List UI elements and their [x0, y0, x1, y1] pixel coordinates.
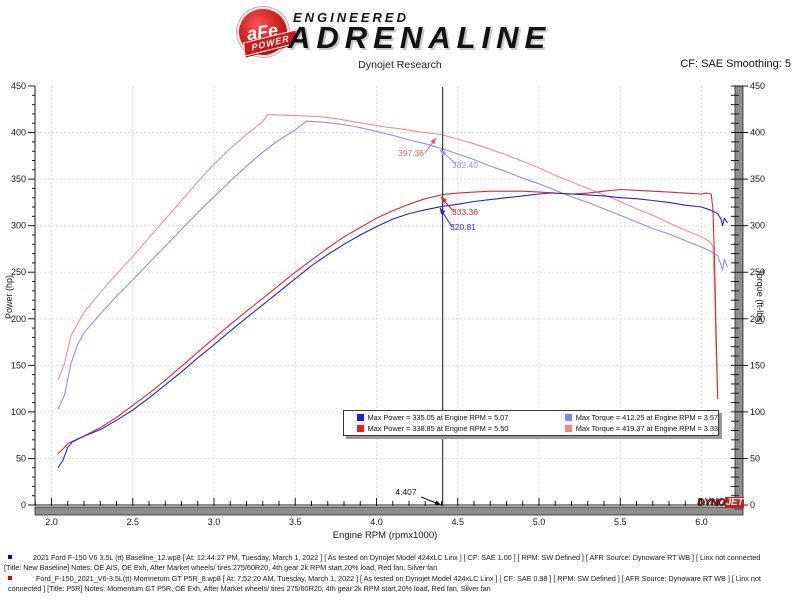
dynojet-watermark-dyno: DYNO	[697, 497, 725, 508]
legend-label-max-power-p5r: Max Power = 338.85 at Engine RPM = 5.50	[367, 424, 509, 433]
dyno-plot-canvas: 0 0 50 50 100 100 150 150 200 200 250 250 300 300 350 3…	[4, 81, 765, 541]
run-note-p5r-line1: Ford_F-150_2021_V6-3.5L(tt) Momnetum GT …	[36, 574, 761, 583]
smoothing-setting-label: CF: SAE Smoothing: 5	[680, 58, 791, 70]
svg-text:450: 450	[11, 81, 26, 91]
svg-text:350: 350	[750, 174, 765, 184]
svg-text:350: 350	[11, 174, 26, 184]
svg-text:2.5: 2.5	[126, 517, 139, 527]
annotation-power-baseline: 320.81	[450, 222, 476, 232]
annotation-torque-p5r: 397.36	[398, 148, 424, 158]
svg-text:50: 50	[750, 453, 760, 463]
legend-row-baseline: Max Power = 335.05 at Engine RPM = 5.07 …	[344, 412, 718, 423]
legend-swatch-power-baseline	[357, 414, 364, 421]
annotation-torque-baseline: 382.40	[452, 160, 478, 170]
svg-text:400: 400	[750, 128, 765, 138]
svg-text:300: 300	[750, 221, 765, 231]
run-bullet-baseline	[8, 555, 12, 559]
svg-text:0: 0	[21, 500, 26, 510]
svg-text:Torque (ft-lbs): Torque (ft-lbs)	[755, 269, 765, 325]
svg-text:0: 0	[750, 500, 755, 510]
svg-text:150: 150	[750, 360, 765, 370]
run-note-baseline-line1: 2021 Ford F-150 V6 3.5L (tt) Baseline_12…	[33, 553, 761, 562]
legend-swatch-power-p5r	[357, 425, 364, 432]
svg-text:250: 250	[750, 267, 765, 277]
svg-text:4.0: 4.0	[370, 517, 383, 527]
svg-text:5.5: 5.5	[614, 517, 627, 527]
annotation-power-p5r: 333.36	[452, 207, 478, 217]
svg-text:50: 50	[16, 453, 26, 463]
svg-text:5.0: 5.0	[533, 517, 546, 527]
svg-text:100: 100	[11, 407, 26, 417]
run-note-p5r-line2: connected ] [Title: P5R] Notes: Momentum…	[8, 584, 491, 593]
chart-title: Dynojet Research	[358, 59, 442, 71]
svg-text:450: 450	[750, 81, 765, 91]
svg-text:Engine RPM (rpmx1000): Engine RPM (rpmx1000)	[333, 530, 438, 541]
svg-text:300: 300	[11, 221, 26, 231]
legend-label-max-power-baseline: Max Power = 335.05 at Engine RPM = 5.07	[367, 413, 509, 422]
legend-label-max-torque-p5r: Max Torque = 419.37 at Engine RPM = 3.33	[575, 424, 718, 433]
run-bullet-p5r	[8, 576, 12, 580]
svg-text:6.0: 6.0	[695, 517, 708, 527]
dyno-chart: 0 0 50 50 100 100 150 150 200 200 250 250 300 300 350 3…	[0, 80, 800, 550]
svg-text:4.5: 4.5	[451, 517, 464, 527]
legend-box: Max Power = 335.05 at Engine RPM = 5.07 …	[343, 410, 719, 436]
svg-text:2.0: 2.0	[45, 517, 58, 527]
brand-adrenaline-text: ADRENALINE	[288, 20, 552, 55]
legend-label-max-torque-baseline: Max Torque = 412.25 at Engine RPM = 3.57	[575, 413, 718, 422]
dynojet-watermark: DYNOJET	[697, 497, 745, 508]
cursor-rpm-label: 4.407	[395, 487, 417, 497]
svg-text:100: 100	[750, 407, 765, 417]
svg-text:150: 150	[11, 360, 26, 370]
run-note-baseline-line2: [Title: New Baseline] Notes: OE AIS, OE …	[4, 563, 438, 572]
legend-swatch-torque-p5r	[565, 425, 572, 432]
legend-swatch-torque-baseline	[565, 414, 572, 421]
dynojet-watermark-jet: JET	[724, 497, 745, 508]
svg-text:400: 400	[11, 128, 26, 138]
legend-row-p5r: Max Power = 338.85 at Engine RPM = 5.50 …	[344, 423, 718, 434]
brand-engineered-text: ENGINEERED	[293, 10, 409, 25]
svg-text:200: 200	[11, 314, 26, 324]
svg-text:200: 200	[750, 314, 765, 324]
svg-text:250: 250	[11, 267, 26, 277]
svg-text:3.0: 3.0	[208, 517, 221, 527]
svg-text:Power (hp): Power (hp)	[4, 275, 14, 319]
svg-text:3.5: 3.5	[289, 517, 302, 527]
